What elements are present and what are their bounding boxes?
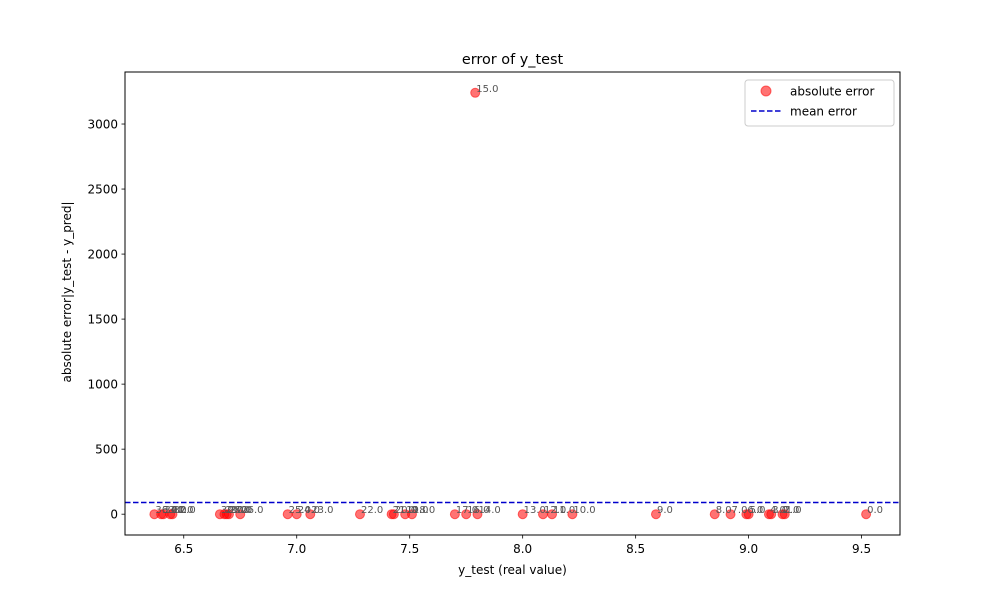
scatter-point xyxy=(291,509,302,520)
legend: absolute error mean error xyxy=(744,79,895,127)
scatter-point xyxy=(567,509,578,520)
point-label: 34.0 xyxy=(164,505,186,516)
point-label: 6.0 xyxy=(747,505,763,516)
scatter-point xyxy=(743,509,754,520)
y-tick-label: 3000 xyxy=(87,117,118,131)
legend-box xyxy=(744,79,895,127)
x-tick-label: 9.0 xyxy=(739,542,758,556)
scatter-point xyxy=(547,509,558,520)
point-label: 13.0 xyxy=(524,505,546,516)
point-label: 5.0 xyxy=(750,505,766,516)
point-label: 3.0 xyxy=(772,505,788,516)
point-label: 26.0 xyxy=(241,505,263,516)
point-label: 33.0 xyxy=(162,505,184,516)
x-tick-label: 7.5 xyxy=(400,542,419,556)
point-label: 14.0 xyxy=(478,505,500,516)
point-label: 28.0 xyxy=(228,505,250,516)
x-tick-label: 6.5 xyxy=(174,542,193,556)
point-label: 21.0 xyxy=(393,505,415,516)
point-label: 19.0 xyxy=(406,505,428,516)
x-tick-label: 8.5 xyxy=(626,542,645,556)
y-axis-label: absolute error|y_test - y_pred| xyxy=(60,201,74,382)
point-label: 0.0 xyxy=(867,505,883,516)
point-label: 1.0 xyxy=(786,505,802,516)
scatter-point xyxy=(167,509,178,520)
x-axis-label: y_test (real value) xyxy=(458,563,567,577)
points-layer xyxy=(149,87,872,520)
x-tick-label: 7.0 xyxy=(287,542,306,556)
point-label: 9.0 xyxy=(657,505,673,516)
point-label: 22.0 xyxy=(361,505,383,516)
x-tick-label: 9.5 xyxy=(852,542,871,556)
point-label: 20.0 xyxy=(395,505,417,516)
plot-frame xyxy=(124,71,901,536)
legend-label-absolute-error: absolute error xyxy=(790,85,875,99)
x-axis: 6.5 7.0 7.5 8.0 8.5 9.0 9.5 xyxy=(174,535,871,556)
scatter-point xyxy=(470,87,481,98)
scatter-point xyxy=(766,509,777,520)
scatter-point xyxy=(709,509,720,520)
point-label: 36.0 xyxy=(155,505,177,516)
point-label: 7.0 xyxy=(732,505,748,516)
point-label: 10.0 xyxy=(573,505,595,516)
scatter-point xyxy=(725,509,736,520)
y-tick-label: 500 xyxy=(95,442,118,456)
point-label: 32.0 xyxy=(173,505,195,516)
point-label: 25.0 xyxy=(289,505,311,516)
scatter-point xyxy=(406,509,417,520)
scatter-point xyxy=(472,509,483,520)
point-label: 15.0 xyxy=(476,84,498,95)
point-label: 31.0 xyxy=(171,505,193,516)
y-tick-label: 0 xyxy=(110,507,118,521)
point-label: 8.0 xyxy=(716,505,732,516)
point-label: 29.0 xyxy=(225,505,247,516)
y-axis: 0 500 1000 1500 2000 2500 3000 xyxy=(87,117,125,521)
scatter-point xyxy=(779,509,790,520)
y-tick-label: 1500 xyxy=(87,312,118,326)
point-label: 16.0 xyxy=(467,505,489,516)
x-tick-label: 8.0 xyxy=(513,542,532,556)
y-tick-label: 2500 xyxy=(87,182,118,196)
scatter-point xyxy=(461,509,472,520)
point-label: 30.0 xyxy=(221,505,243,516)
scatter-point xyxy=(235,509,246,520)
y-tick-label: 2000 xyxy=(87,247,118,261)
scatter-point xyxy=(861,509,872,520)
point-label: 11.0 xyxy=(553,505,575,516)
point-labels-layer: 36.033.034.031.032.0 30.029.028.027.026.0… xyxy=(155,84,883,516)
scatter-point xyxy=(517,509,528,520)
point-label: 27.0 xyxy=(230,505,252,516)
y-tick-label: 1000 xyxy=(87,377,118,391)
point-label: 17.0 xyxy=(456,505,478,516)
point-label: 23.0 xyxy=(311,505,333,516)
point-label: 4.0 xyxy=(770,505,786,516)
scatter-point xyxy=(354,509,365,520)
point-label: 18.0 xyxy=(413,505,435,516)
point-label: 2.0 xyxy=(784,505,800,516)
chart-title: error of y_test xyxy=(462,52,564,68)
scatter-point xyxy=(388,509,399,520)
scatter-point xyxy=(305,509,316,520)
scatter-point xyxy=(223,509,234,520)
legend-label-mean-error: mean error xyxy=(790,105,857,119)
point-label: 12.0 xyxy=(544,505,566,516)
scatter-point xyxy=(650,509,661,520)
point-label: 24.0 xyxy=(298,505,320,516)
legend-marker-absolute-error xyxy=(760,85,772,97)
scatter-point xyxy=(449,509,460,520)
